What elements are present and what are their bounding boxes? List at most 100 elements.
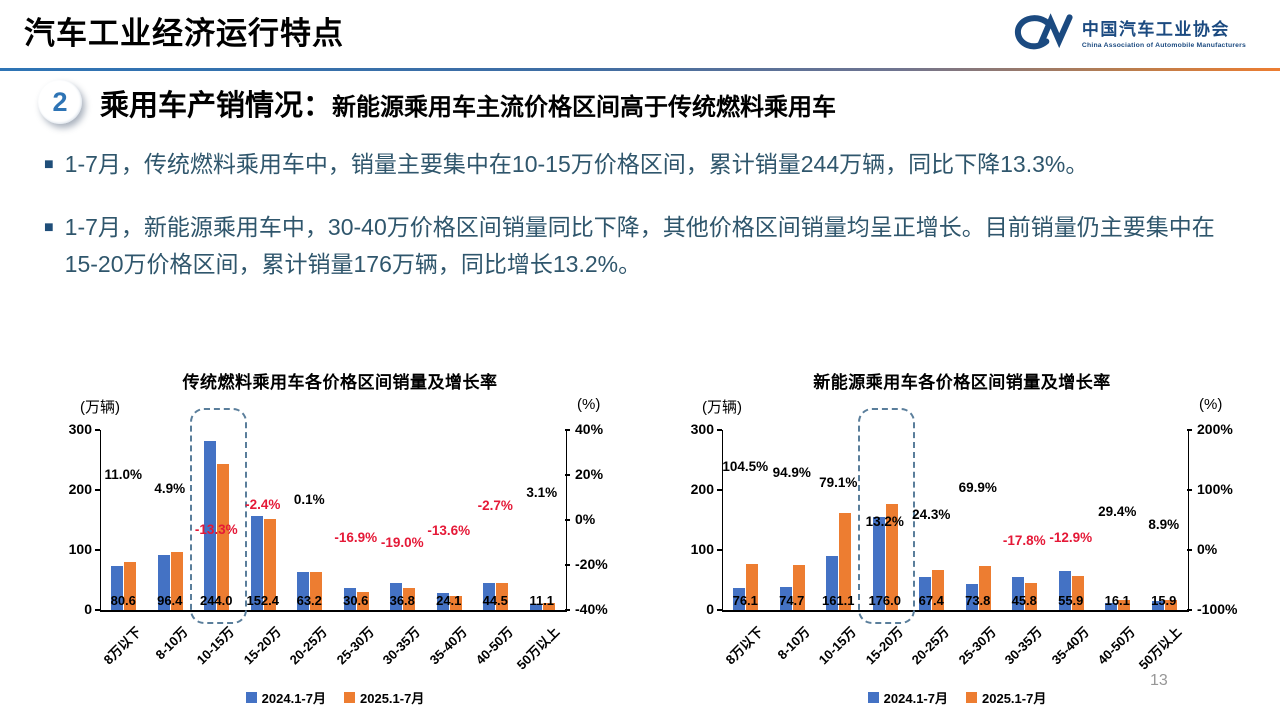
right-axis-tick-label: -20% [575,556,608,572]
bar-2024 [297,572,310,610]
bar-value-label: 11.1 [529,593,555,608]
right-axis-tick [565,519,570,521]
x-axis-category-label: 30-35万 [379,624,423,668]
growth-rate-label: -17.8% [1002,532,1046,548]
legend-swatch-2025 [966,692,977,703]
bar-value-label: 16.1 [1104,593,1130,608]
chart-title: 传统燃料乘用车各价格区间销量及增长率 [182,373,498,392]
right-axis-tick [1187,489,1192,491]
right-axis-tick [565,609,570,611]
growth-rate-label: -13.3% [194,521,238,537]
right-axis-tick-label: -100% [1197,601,1238,617]
bar-value-label: 96.4 [157,593,183,608]
x-axis-category-label: 35-40万 [426,624,470,668]
cam-logo-icon [1014,13,1073,50]
x-axis-category-label: 10-15万 [193,624,237,668]
right-axis-unit-label: (%) [1199,396,1223,413]
bullet-item: ■ 1-7月，新能源乘用车中，30-40万价格区间销量同比下降，其他价格区间销量… [44,209,1242,283]
bar-2025 [1071,576,1084,610]
bar-value-label: 73.8 [965,593,991,608]
bar-value-label: 45.8 [1011,593,1037,608]
growth-rate-label: 4.9% [154,480,186,496]
bar-2025 [746,564,759,610]
bar-2024 [779,587,792,610]
bar-2025 [792,565,805,610]
x-axis-category-label: 25-30万 [955,624,999,668]
x-axis-category-label: 20-25万 [286,624,330,668]
growth-rate-label: 8.9% [1148,516,1180,532]
bullet-square-icon: ■ [44,219,54,236]
bar-2025 [124,561,137,610]
x-axis-category-label: 10-15万 [815,624,859,668]
bar-2024 [204,441,217,610]
legend-label: 2025.1-7月 [982,691,1047,706]
left-axis-tick [717,549,722,551]
section-number-badge: 2 [38,80,82,124]
left-axis-tick-label: 300 [690,421,714,437]
right-axis-tick-label: 40% [575,421,604,437]
left-axis-unit-label: (万辆) [702,399,742,416]
logo-text-block: 中国汽车工业协会 China Association of Automobile… [1082,15,1246,49]
bar-2025 [1164,600,1177,610]
x-axis-category-label: 8万以下 [100,624,144,668]
bar-2024 [1012,576,1025,610]
x-axis-category-label: 15-20万 [240,624,284,668]
legend-swatch-2024 [867,692,879,703]
bar-2025 [217,463,230,610]
legend-label: 2025.1-7月 [360,691,425,706]
bar-2025 [310,572,323,610]
bar-2025 [263,518,276,610]
bar-2024 [919,577,932,610]
bar-value-label: 152.4 [246,593,280,608]
bar-2024 [343,587,356,610]
highlight-dashed-box [189,408,247,624]
bar-2025 [978,565,991,610]
right-axis-tick-label: 20% [575,466,604,482]
bar-value-label: 63.2 [296,593,322,608]
bar-value-label: 24.1 [436,593,462,608]
legend-label: 2024.1-7月 [261,691,326,706]
left-axis-tick [95,489,100,491]
growth-rate-label: 0.1% [293,491,325,507]
growth-rate-label: 104.5% [722,459,769,475]
x-axis-category-label: 50万以上 [1136,624,1185,673]
org-logo: 中国汽车工业协会 China Association of Automobile… [1011,12,1246,52]
chart-legend: 2024.1-7月 2025.1-7月 [682,688,1232,707]
bar-value-label: 244.0 [199,593,233,608]
left-axis-unit-label: (万辆) [80,399,120,416]
bar-value-label: 74.7 [779,593,805,608]
bar-2024 [1105,602,1118,610]
growth-rate-label: -2.7% [477,498,513,514]
legend-swatch-2025 [344,692,355,703]
bar-value-label: 76.1 [732,593,758,608]
bar-2024 [390,582,403,610]
growth-rate-label: -2.4% [245,497,281,513]
bar-2025 [885,504,898,610]
chart-legend: 2024.1-7月 2025.1-7月 [60,688,610,707]
bar-value-label: 36.8 [389,593,415,608]
x-axis-category-label: 8-10万 [774,624,813,663]
growth-rate-label: 3.1% [526,485,558,501]
left-axis-tick [717,489,722,491]
highlight-dashed-box [858,408,916,624]
right-axis-tick [565,474,570,476]
bar-value-label: 44.5 [482,593,508,608]
bullet-list: ■ 1-7月，传统燃料乘用车中，销量主要集中在10-15万价格区间，累计销量24… [44,146,1242,309]
left-axis-tick-label: 0 [84,601,92,617]
growth-rate-label: 13.2% [865,514,904,530]
plot-area [100,430,567,612]
right-axis-tick [1187,429,1192,431]
bullet-item: ■ 1-7月，传统燃料乘用车中，销量主要集中在10-15万价格区间，累计销量24… [44,146,1242,183]
x-axis-category-label: 8万以下 [722,624,766,668]
growth-rate-label: 94.9% [772,465,811,481]
growth-rate-label: 29.4% [1098,504,1137,520]
bar-2025 [449,595,462,610]
left-axis-tick-label: 0 [706,601,714,617]
bar-2024 [436,593,449,610]
legend-item: 2024.1-7月 [867,688,948,707]
bullet-square-icon: ■ [44,156,54,173]
left-axis-tick [95,609,100,611]
x-axis-category-label: 25-30万 [333,624,377,668]
left-axis-tick-label: 300 [68,421,92,437]
